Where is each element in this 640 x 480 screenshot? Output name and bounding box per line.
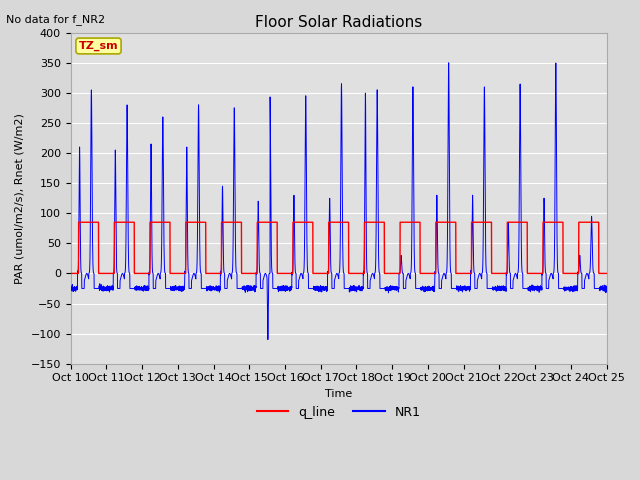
q_line: [75, 219, 83, 225]
q_line: [603, 271, 611, 276]
NR1: [474, 276, 481, 282]
Legend: q_line, NR1: q_line, NR1: [252, 401, 426, 424]
NR1: [321, 284, 328, 290]
Y-axis label: PAR (umol/m2/s), Rnet (W/m2): PAR (umol/m2/s), Rnet (W/m2): [15, 113, 25, 284]
NR1: [264, 336, 272, 342]
NR1: [445, 60, 452, 66]
q_line: [249, 271, 257, 276]
NR1: [67, 286, 74, 291]
NR1: [580, 286, 588, 291]
Title: Floor Solar Radiations: Floor Solar Radiations: [255, 15, 422, 30]
Text: No data for f_NR2: No data for f_NR2: [6, 14, 106, 25]
Text: TZ_sm: TZ_sm: [79, 41, 118, 51]
Line: NR1: NR1: [70, 63, 607, 339]
q_line: [474, 219, 481, 225]
NR1: [573, 286, 581, 292]
NR1: [603, 286, 611, 292]
X-axis label: Time: Time: [325, 389, 352, 399]
NR1: [459, 287, 467, 293]
q_line: [459, 271, 467, 276]
q_line: [321, 271, 328, 276]
NR1: [249, 287, 257, 293]
q_line: [580, 219, 588, 225]
q_line: [573, 271, 581, 276]
q_line: [67, 271, 74, 276]
Line: q_line: q_line: [70, 222, 607, 274]
